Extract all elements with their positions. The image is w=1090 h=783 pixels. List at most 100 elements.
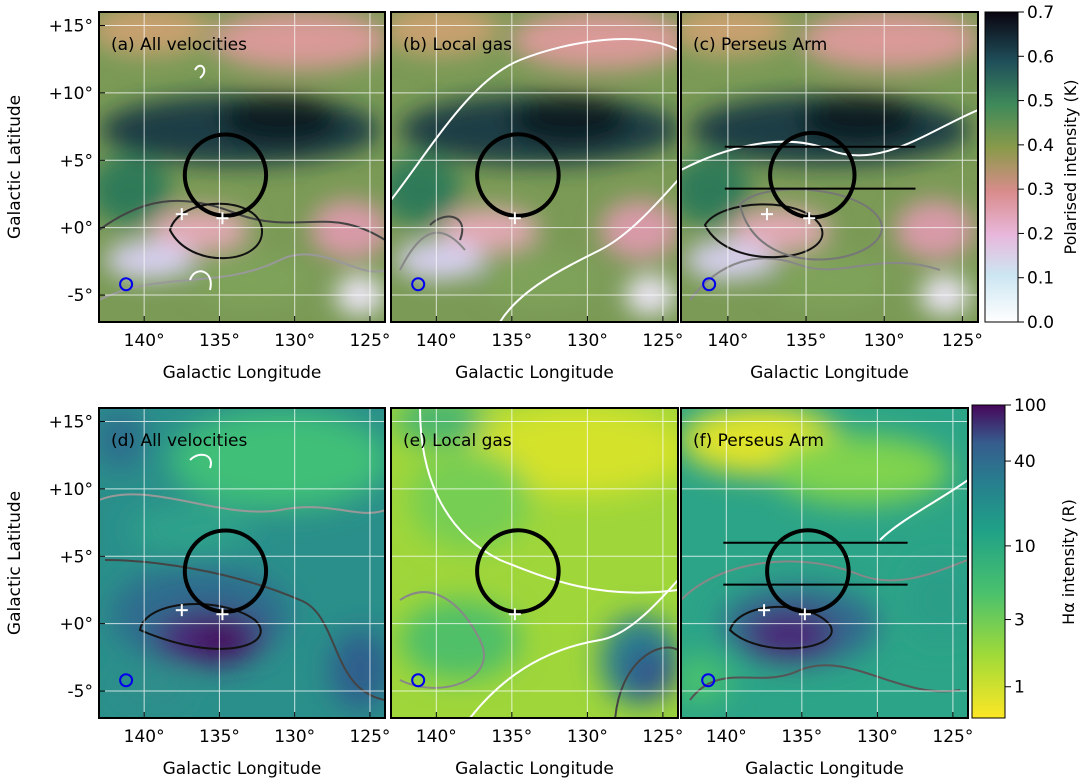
colorbar-tick-label: 0.5 — [1027, 92, 1054, 112]
x-tick-label: 130° — [864, 331, 905, 351]
y-tick-label: +10° — [49, 84, 93, 104]
x-tick-label: 140° — [416, 727, 457, 747]
beam-circle — [411, 673, 426, 688]
panel-d-grid — [99, 408, 385, 718]
panel-c-grid — [681, 12, 978, 322]
row2-ylabel: Galactic Latitude — [5, 491, 25, 635]
cross-marker — [803, 212, 816, 225]
panel-f-grid — [681, 408, 968, 718]
x-axis-label: Galactic Longitude — [163, 363, 322, 383]
x-tick-label: 140° — [707, 331, 748, 351]
x-axis-label: Galactic Longitude — [455, 363, 614, 383]
x-tick-label: 130° — [274, 331, 315, 351]
colorbar-polarised-label: Polarised intensity (K) — [1061, 80, 1080, 255]
x-tick-label: 125° — [349, 727, 390, 747]
overlay-layer — [119, 130, 916, 688]
panel-d-axes: (d) All velocities 140° 135° 130° 125° Galact… — [49, 407, 390, 779]
x-tick-label: 140° — [124, 331, 165, 351]
x-tick-label: 140° — [706, 727, 747, 747]
beam-circle — [411, 277, 426, 292]
x-axis-label: Galactic Longitude — [745, 759, 904, 779]
cross-marker — [216, 608, 229, 621]
x-tick-label: 135° — [491, 727, 532, 747]
colorbar-tick-label: 0.3 — [1027, 180, 1054, 200]
target-region-circle — [182, 132, 269, 218]
panel-frame — [680, 407, 969, 719]
panel-title: (b) Local gas — [403, 35, 512, 55]
x-tick-label: 135° — [199, 331, 240, 351]
cross-marker — [798, 608, 811, 621]
beam-circle — [701, 673, 716, 688]
y-tick-label: +5° — [59, 547, 93, 567]
colorbar-tick-label: 100 — [1014, 396, 1046, 416]
beam-circle — [119, 277, 134, 292]
beam-circle — [119, 673, 134, 688]
x-tick-label: 140° — [124, 727, 165, 747]
colorbar-halpha-ticks: 1 3 10 40 100 — [1005, 396, 1046, 698]
colorbar-tick-label: 0.0 — [1027, 313, 1054, 333]
x-tick-label: 135° — [781, 727, 822, 747]
panel-a-image — [99, 12, 385, 322]
colorbar-tick-label: 0.6 — [1027, 47, 1054, 67]
y-tick-label: +10° — [49, 480, 93, 500]
colorbar-halpha-label: Hα intensity (R) — [1059, 499, 1078, 625]
panel-title: (a) All velocities — [111, 35, 247, 55]
panel-a-axes: (a) All velocities 140° 135° 130° 125° Galact… — [49, 11, 390, 383]
cross-marker — [175, 208, 188, 221]
x-tick-label: 130° — [567, 331, 608, 351]
colorbar-tick-label: 0.1 — [1027, 269, 1054, 289]
cross-marker — [216, 212, 229, 225]
colorbar-polarised: 0.0 0.1 0.2 0.3 0.4 0.5 0.6 0.7 Polarised inten… — [984, 3, 1080, 333]
y-tick-label: +0° — [59, 615, 93, 635]
panel-frame — [680, 11, 979, 323]
cross-marker — [175, 604, 188, 617]
x-tick-label: 130° — [857, 727, 898, 747]
colorbar-tick-label: 0.4 — [1027, 136, 1054, 156]
target-region-circle — [182, 528, 269, 614]
target-region-circle — [765, 528, 851, 614]
panel-e-grid — [391, 408, 678, 718]
x-tick-label: 130° — [567, 727, 608, 747]
y-tick-label: -5° — [68, 682, 93, 702]
cross-marker — [758, 604, 771, 617]
colorbar-tick-label: 1 — [1014, 678, 1025, 698]
colorbar-halpha: 1 3 10 40 100 Hα intensity (R) — [971, 396, 1078, 719]
grid-layer — [99, 12, 978, 718]
contours-c — [681, 109, 978, 301]
colorbar-polarised-ticks: 0.0 0.1 0.2 0.3 0.4 0.5 0.6 0.7 — [1018, 3, 1054, 333]
row1-ylabel: Galactic Latitude — [5, 95, 25, 239]
x-axis-label: Galactic Longitude — [750, 363, 909, 383]
colorbar-tick-label: 10 — [1014, 537, 1036, 557]
panel-f-axes: (f) Perseus Arm 140° 135° 130° 125° Galactic … — [680, 407, 973, 779]
contours-d — [99, 453, 385, 701]
colorbar-tick-label: 40 — [1014, 452, 1036, 472]
panel-e-overlay — [411, 528, 561, 688]
panel-frame — [98, 11, 386, 323]
x-tick-label: 125° — [642, 331, 683, 351]
y-tick-label: -5° — [68, 286, 93, 306]
x-tick-label: 125° — [642, 727, 683, 747]
panel-e-axes: (e) Local gas 140° 135° 130° 125° Galactic Lo… — [390, 407, 683, 779]
panel-f-overlay — [701, 528, 908, 688]
colorbar-tick-label: 0.7 — [1027, 3, 1054, 23]
panel-title: (e) Local gas — [403, 431, 512, 451]
x-tick-label: 125° — [932, 727, 973, 747]
panel-b-grid — [391, 12, 678, 322]
panel-f-image — [681, 408, 968, 718]
panel-frame — [390, 11, 679, 323]
colorbar-tick-label: 3 — [1014, 611, 1025, 631]
contours-b — [391, 38, 678, 322]
y-tick-label: +15° — [49, 16, 93, 36]
axes-layer: (a) All velocities 140° 135° 130° 125° Galact… — [49, 11, 983, 779]
x-tick-label: 135° — [491, 331, 532, 351]
beam-circle — [702, 277, 717, 292]
cross-marker — [508, 212, 521, 225]
panel-c-overlay — [702, 130, 916, 292]
x-axis-label: Galactic Longitude — [163, 759, 322, 779]
x-tick-label: 140° — [416, 331, 457, 351]
y-tick-label: +5° — [59, 151, 93, 171]
panel-a-grid — [99, 12, 385, 322]
y-tick-label: +15° — [49, 412, 93, 432]
x-tick-label: 130° — [274, 727, 315, 747]
